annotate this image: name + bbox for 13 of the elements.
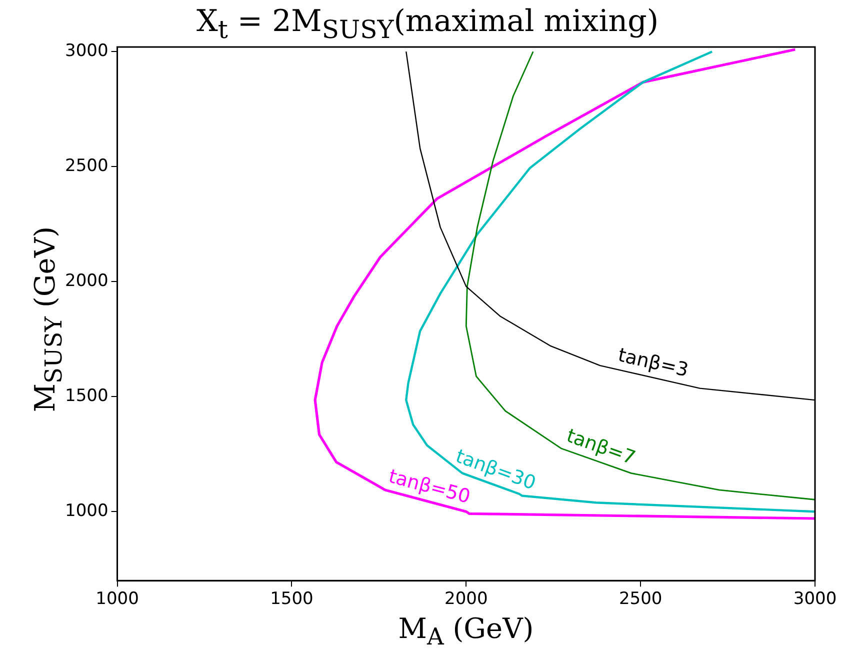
- y-tick-label: 3000: [65, 41, 108, 62]
- y-tick-label: 1500: [65, 386, 108, 406]
- y-tick-label: 2000: [65, 271, 108, 292]
- chart-title: X$_{t}$ = 2M$_{SUSY}$(maximal mixing): [196, 4, 659, 44]
- x-tick-label: 2000: [444, 589, 488, 610]
- text: tanβ=3: [616, 344, 690, 382]
- y-tick-label: 2500: [65, 156, 108, 176]
- x-tick-label: 3000: [793, 589, 837, 610]
- x-axis-title: M$_{A}$ (GeV): [397, 612, 535, 651]
- y-tick-label: 1000: [65, 501, 108, 522]
- x-tick-label: 2500: [618, 589, 662, 610]
- x-tick-label: 1000: [96, 589, 139, 610]
- x-tick-label: 1500: [270, 589, 314, 610]
